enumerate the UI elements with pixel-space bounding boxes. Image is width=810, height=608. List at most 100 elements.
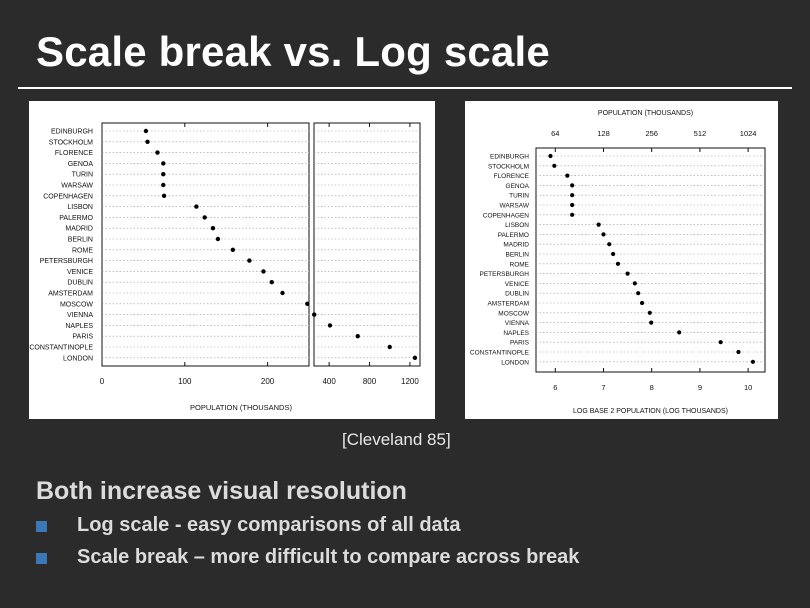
category-label: VENICE [505, 281, 530, 288]
category-label: PARIS [73, 334, 94, 341]
data-point [548, 153, 553, 159]
category-label: LISBON [67, 204, 93, 211]
data-point [210, 226, 216, 231]
top-tick-label: 128 [597, 129, 610, 138]
tick-label: 400 [322, 377, 336, 386]
category-label: DUBLIN [67, 280, 93, 287]
bullet-square-icon [36, 553, 47, 564]
category-label: PALERMO [498, 232, 529, 239]
bullet-text: Log scale - easy comparisons of all data [77, 514, 461, 536]
category-label: BERLIN [68, 237, 93, 244]
category-label: LISBON [505, 222, 529, 229]
category-label: PETERSBURGH [480, 271, 530, 278]
category-label: MADRID [503, 242, 529, 249]
tick-label: 200 [261, 377, 275, 386]
data-point [615, 261, 621, 266]
data-point [607, 242, 612, 247]
category-label: PARIS [510, 340, 530, 347]
category-label: ROME [510, 261, 530, 268]
tick-label: 100 [178, 377, 192, 386]
panel-frame [313, 122, 421, 367]
category-label: TURIN [509, 193, 529, 200]
category-label: ROME [72, 247, 93, 254]
data-point [625, 271, 630, 276]
data-point [718, 340, 723, 345]
data-point [305, 301, 310, 306]
data-point [611, 251, 616, 257]
data-point [143, 128, 149, 134]
data-point [145, 139, 150, 144]
data-point [736, 349, 741, 355]
category-label: EDINBURGH [490, 154, 529, 161]
category-label: WARSAW [61, 183, 93, 190]
category-label: FLORENCE [494, 173, 530, 180]
panel-frame [101, 122, 310, 367]
tick-label: 8 [650, 383, 654, 392]
top-axis-label: POPULATION (THOUSANDS) [598, 110, 693, 117]
tick-label: 1200 [401, 377, 419, 386]
data-point [570, 183, 575, 188]
data-point [247, 258, 252, 263]
data-point [261, 269, 266, 274]
data-point [215, 236, 221, 242]
citation: [Cleveland 85] [342, 430, 451, 449]
data-point [570, 202, 575, 208]
data-point [269, 280, 274, 285]
category-label: STOCKHOLM [49, 139, 93, 146]
panel-frame [535, 147, 766, 373]
data-point [387, 344, 392, 350]
tick-label: 800 [363, 377, 377, 386]
category-label: AMSTERDAM [48, 291, 93, 298]
data-point [280, 290, 285, 296]
category-label: STOCKHOLM [488, 163, 529, 170]
data-point [636, 291, 641, 296]
data-point [355, 334, 360, 339]
data-point [194, 204, 199, 209]
category-label: MOSCOW [498, 310, 530, 317]
category-label: AMSTERDAM [487, 301, 529, 308]
category-label: WARSAW [500, 203, 530, 210]
data-point [639, 300, 645, 306]
category-label: NAPLES [503, 330, 529, 337]
data-point [565, 173, 570, 178]
bullet-square-icon [36, 521, 47, 532]
tick-label: 10 [744, 383, 752, 392]
category-label: COPENHAGEN [483, 212, 530, 219]
log-scale-dot-plot: POPULATION (THOUSANDS) 6 64 7 128 8 256 9 512 10 1… [470, 110, 766, 415]
data-point [412, 355, 418, 360]
category-label: VENICE [67, 269, 93, 276]
category-label: CONSTANTINOPLE [29, 345, 93, 352]
data-point [161, 182, 166, 188]
top-tick-label: 512 [694, 129, 707, 138]
data-point [327, 323, 333, 328]
category-label: VIENNA [505, 320, 530, 327]
slide-title: Scale break vs. Log scale [36, 28, 550, 75]
category-label: GENOA [68, 161, 94, 168]
category-label: FLORENCE [55, 150, 93, 157]
category-label: DUBLIN [505, 291, 529, 298]
data-point [601, 232, 606, 237]
tick-label: 7 [601, 383, 605, 392]
data-point [750, 359, 756, 364]
category-label: PALERMO [59, 215, 93, 222]
top-tick-label: 256 [645, 129, 658, 138]
data-point [230, 247, 236, 252]
tick-label: 0 [100, 377, 105, 386]
category-label: CONSTANTINOPLE [470, 350, 530, 357]
data-point [647, 310, 652, 315]
tick-label: 6 [553, 383, 557, 392]
x-axis-label: POPULATION (THOUSANDS) [190, 403, 292, 412]
category-label: LONDON [63, 355, 93, 362]
category-label: NAPLES [65, 323, 93, 330]
top-tick-label: 1024 [740, 129, 757, 138]
scale-break-figure: EDINBURGH STOCKHOLM FLORENCE GENOA TURIN WARS… [29, 101, 435, 419]
data-point [161, 172, 166, 177]
data-point [161, 161, 166, 166]
category-label: GENOA [506, 183, 530, 190]
data-point [570, 193, 575, 198]
data-point [596, 222, 601, 227]
category-label: VIENNA [67, 312, 93, 319]
data-point [570, 212, 575, 217]
category-label: EDINBURGH [51, 129, 93, 136]
category-label: TURIN [72, 172, 93, 179]
